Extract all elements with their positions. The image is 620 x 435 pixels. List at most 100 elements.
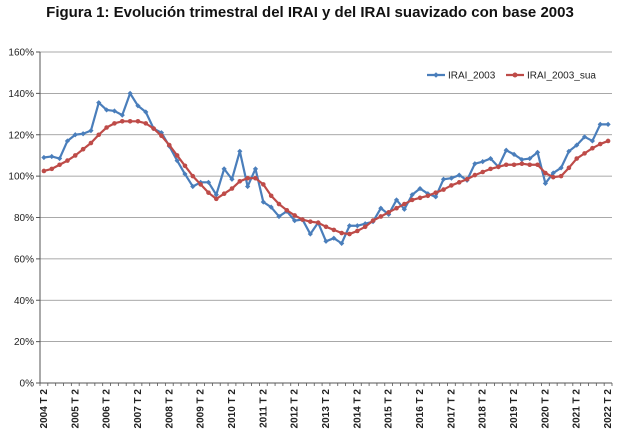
axes: [36, 51, 613, 386]
data-point: [205, 179, 212, 185]
data-point: [597, 141, 603, 147]
data-point: [566, 165, 572, 171]
data-point: [402, 201, 407, 207]
data-point: [229, 186, 235, 191]
data-point: [346, 223, 353, 229]
y-axis-ticks: 0% 20% 40% 60% 80% 100% 120% 140% 160%: [8, 48, 34, 390]
data-point: [80, 131, 86, 137]
data-point: [198, 182, 203, 187]
legend-label: IRAI_2003_sua: [527, 71, 596, 82]
data-point: [221, 166, 227, 172]
data-point: [354, 223, 360, 229]
x-tick-label: 2014 T 2: [352, 389, 363, 429]
y-tick-label: 20%: [14, 337, 34, 348]
data-point: [582, 151, 587, 156]
data-point: [417, 195, 423, 201]
x-tick-label: 2011 T 2: [258, 389, 269, 428]
data-point: [409, 192, 415, 198]
data-point: [393, 197, 400, 203]
data-point: [221, 191, 227, 197]
data-point: [292, 213, 297, 218]
data-point: [268, 193, 274, 199]
x-tick-label: 2016 T 2: [415, 389, 426, 429]
data-point: [574, 142, 580, 148]
data-point: [229, 176, 235, 182]
data-point: [49, 166, 55, 172]
data-point: [440, 176, 447, 182]
data-point: [456, 180, 462, 185]
data-point: [503, 147, 509, 153]
data-point: [425, 193, 431, 199]
data-point: [159, 133, 164, 139]
data-point: [339, 230, 344, 236]
x-tick-label: 2012 T 2: [290, 389, 301, 429]
data-point: [237, 178, 243, 184]
data-point: [542, 180, 548, 186]
x-tick-label: 2020 T 2: [540, 389, 551, 429]
data-point: [182, 163, 188, 169]
data-point: [143, 109, 149, 115]
data-point: [143, 121, 149, 126]
data-point: [581, 134, 588, 140]
data-point: [214, 196, 219, 202]
data-point: [88, 128, 94, 134]
y-tick-label: 0%: [20, 379, 35, 390]
data-point: [41, 154, 47, 161]
data-point: [245, 175, 250, 181]
data-point: [135, 103, 141, 109]
data-point: [260, 199, 266, 205]
data-point: [252, 166, 259, 172]
data-point: [441, 187, 446, 192]
data-point: [96, 100, 102, 106]
data-point: [472, 161, 478, 167]
x-axis-ticks: 2004 T 2 2005 T 2 2006 T 2 2007 T 2 2008 T 2…: [39, 389, 614, 429]
data-point: [72, 153, 78, 158]
y-tick-label: 140%: [8, 89, 34, 100]
data-point: [550, 174, 556, 180]
x-tick-label: 2019 T 2: [509, 389, 520, 429]
data-point: [456, 172, 462, 178]
data-point: [72, 132, 78, 138]
data-point: [292, 218, 298, 224]
data-point: [65, 158, 70, 163]
legend: IRAI_2003 IRAI_2003_sua: [427, 71, 596, 82]
data-point: [190, 173, 196, 179]
data-point: [487, 155, 494, 162]
data-point: [323, 224, 329, 230]
data-point: [182, 171, 188, 177]
data-point: [480, 159, 486, 165]
data-point: [370, 218, 376, 223]
x-tick-label: 2009 T 2: [196, 389, 207, 429]
x-tick-label: 2008 T 2: [164, 389, 175, 429]
x-tick-label: 2006 T 2: [102, 389, 113, 429]
data-point: [543, 170, 548, 176]
data-point: [307, 231, 313, 237]
data-point: [339, 240, 345, 246]
data-point: [253, 175, 258, 181]
data-point: [605, 138, 611, 144]
data-point: [276, 201, 282, 207]
data-point: [308, 219, 313, 224]
data-point: [237, 148, 243, 154]
data-point: [112, 121, 117, 126]
data-point: [206, 190, 211, 195]
x-tick-label: 2015 T 2: [384, 389, 395, 429]
data-point: [488, 166, 493, 172]
legend-item-IRAI_2003_sua: IRAI_2003_sua: [506, 71, 596, 82]
chart-title: Figura 1: Evolución trimestral del IRAI …: [46, 4, 574, 21]
series-line: [43, 92, 609, 245]
data-point: [213, 192, 219, 198]
data-point: [127, 119, 133, 124]
y-tick-label: 40%: [14, 296, 34, 307]
data-point: [409, 197, 415, 203]
legend-label: IRAI_2003: [448, 71, 496, 82]
data-point: [261, 182, 266, 187]
x-tick-label: 2021 T 2: [572, 389, 583, 429]
data-point: [590, 145, 595, 151]
data-point: [511, 151, 517, 158]
data-point: [511, 162, 517, 168]
data-point: [527, 155, 533, 162]
data-point: [300, 217, 305, 222]
data-point: [550, 170, 556, 176]
data-point: [56, 155, 63, 162]
